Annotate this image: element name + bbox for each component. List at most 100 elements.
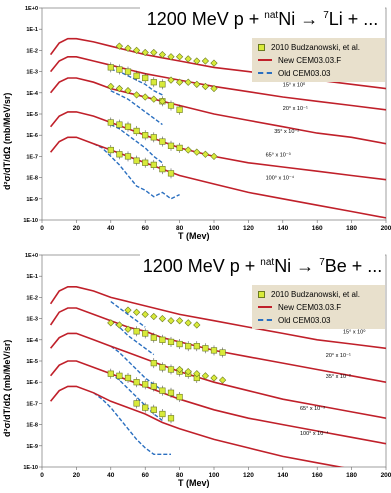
exp-point-diamond-20deg — [175, 78, 184, 86]
exp-point-diamond-35deg — [193, 370, 201, 378]
exp-point-square-65deg — [124, 374, 132, 382]
exp-point-square-35deg — [159, 364, 166, 371]
x-tick-label: 140 — [277, 472, 288, 479]
exp-point-square-20deg — [159, 81, 166, 88]
exp-point-diamond-35deg — [184, 367, 192, 376]
x-tick-label: 60 — [142, 225, 150, 232]
exp-point-diamond-20deg — [210, 84, 218, 93]
exp-point-square-65deg — [150, 383, 157, 390]
exp-point-diamond-15deg — [193, 321, 201, 329]
exp-point-diamond-15deg — [158, 51, 167, 59]
x-tick-label: 200 — [381, 472, 391, 479]
exp-point-diamond-15deg — [124, 306, 132, 314]
x-tick-label: 100 — [209, 225, 220, 232]
exp-point-square-65deg — [150, 134, 157, 141]
y-tick-label: 1E-2 — [26, 295, 38, 301]
exp-point-diamond-35deg — [115, 84, 124, 93]
dashed-line-icon — [258, 72, 272, 74]
chart-panel-be7: 1E-10 1E-9 1E-8 1E-7 1E-6 1E-5 1E-4 1E-3 1E-2 1E-… — [0, 247, 391, 493]
chart-be7-plot: 1E-101E-91E-81E-71E-61E-51E-41E-31E-21E-… — [23, 253, 391, 479]
exp-point-square-20deg — [133, 328, 140, 335]
y-tick-label: 1E-1 — [26, 27, 38, 33]
old-cem-line-100deg — [93, 392, 171, 456]
exp-point-square-20deg — [219, 349, 226, 356]
exp-point-diamond-15deg — [132, 46, 141, 55]
plot-area — [49, 285, 386, 467]
exp-point-diamond-35deg — [124, 87, 132, 95]
x-tick-label: 20 — [73, 225, 81, 232]
exp-point-diamond-20deg — [115, 321, 124, 329]
y-tick-label: 1E-6 — [26, 380, 38, 386]
exp-point-square-20deg — [107, 64, 114, 71]
exp-point-square-20deg — [150, 334, 157, 341]
solid-line-icon — [258, 59, 272, 61]
new-cem-line-15deg — [49, 285, 386, 350]
exp-point-square-100deg — [107, 146, 114, 154]
exp-point-square-35deg — [167, 102, 175, 109]
exp-point-square-100deg — [133, 157, 140, 164]
y-tick-label: 1E-7 — [26, 401, 38, 407]
y-tick-label: 1E-3 — [26, 317, 38, 323]
exp-point-square-65deg — [133, 379, 140, 386]
exp-point-square-20deg — [167, 338, 175, 346]
exp-point-diamond-65deg — [184, 146, 192, 154]
exp-point-diamond-15deg — [184, 319, 192, 327]
exp-point-diamond-15deg — [124, 44, 132, 52]
exp-point-square-65deg — [167, 389, 175, 396]
exp-point-diamond-15deg — [193, 57, 201, 65]
exp-point-diamond-15deg — [141, 48, 149, 57]
angle-annotation: 20° x 10⁻¹ — [326, 353, 351, 359]
exp-point-square-35deg — [150, 360, 157, 367]
exp-point-diamond-15deg — [115, 42, 124, 50]
exp-point-diamond-15deg — [150, 312, 158, 321]
new-cem-line-100deg — [49, 385, 345, 467]
legend-new-cem: New CEM03.03.F — [258, 54, 341, 66]
exp-point-square-65deg — [107, 119, 114, 126]
angle-annotation: 20° x 10⁻¹ — [283, 106, 308, 112]
exp-point-square-65deg — [107, 370, 114, 377]
x-tick-label: 160 — [312, 225, 323, 232]
exp-point-diamond-15deg — [141, 310, 149, 318]
x-tick-label: 0 — [40, 225, 44, 232]
exp-point-diamond-15deg — [175, 317, 184, 325]
chart-be7-ylabel: d²σ/dT/dΩ (mb/MeV/sr) — [2, 339, 12, 437]
exp-point-square-20deg — [176, 340, 183, 348]
exp-point-diamond-35deg — [201, 372, 210, 380]
exp-point-diamond-35deg — [132, 91, 141, 99]
chart-li7-title: 1200 MeV p + natNi → 7Li + ... — [140, 4, 385, 34]
angle-annotation: 65° x 10⁻³ — [300, 406, 325, 412]
legend-experiment: 2010 Budzanowski, et al. — [258, 41, 360, 53]
exp-point-diamond-35deg — [150, 95, 158, 103]
exp-point-square-100deg — [167, 415, 175, 422]
exp-point-diamond-20deg — [167, 76, 175, 84]
exp-point-square-65deg — [142, 381, 149, 388]
exp-point-diamond-15deg — [167, 53, 175, 61]
legend-new-cem: New CEM03.03.F — [258, 301, 341, 313]
exp-point-diamond-15deg — [158, 314, 167, 323]
x-tick-label: 120 — [243, 225, 254, 232]
y-tick-label: 1E-4 — [26, 91, 39, 97]
square-marker-icon — [258, 290, 265, 298]
y-tick-label: 1E-10 — [23, 465, 38, 471]
exp-point-square-65deg — [159, 387, 166, 394]
x-tick-label: 0 — [40, 472, 44, 479]
exp-point-square-65deg — [142, 132, 149, 139]
chart-panel-li7: 1E-10 1E-9 1E-8 1E-7 1E-6 1E-5 1E-4 1E-3 1E-2 1E-… — [0, 0, 391, 246]
chart-be7-legend: 2010 Budzanowski, et al. New CEM03.03.F … — [252, 285, 385, 329]
exp-point-square-65deg — [116, 372, 123, 379]
y-tick-label: 1E-4 — [26, 338, 39, 344]
exp-point-diamond-20deg — [184, 78, 192, 86]
chart-li7-plot: 1E-101E-91E-81E-71E-61E-51E-41E-31E-21E-… — [23, 6, 391, 232]
old-cem-line-100deg — [93, 143, 180, 200]
x-tick-label: 180 — [346, 225, 357, 232]
exp-point-square-100deg — [159, 410, 166, 418]
exp-point-square-65deg — [116, 121, 123, 128]
exp-point-square-20deg — [150, 79, 157, 86]
exp-point-square-100deg — [150, 406, 157, 413]
exp-point-square-65deg — [124, 123, 132, 130]
legend-old-cem: Old CEM03.03 — [258, 67, 330, 79]
square-marker-icon — [258, 43, 265, 51]
exp-point-diamond-15deg — [175, 53, 184, 61]
exp-point-diamond-20deg — [124, 325, 132, 333]
x-tick-label: 160 — [312, 472, 323, 479]
